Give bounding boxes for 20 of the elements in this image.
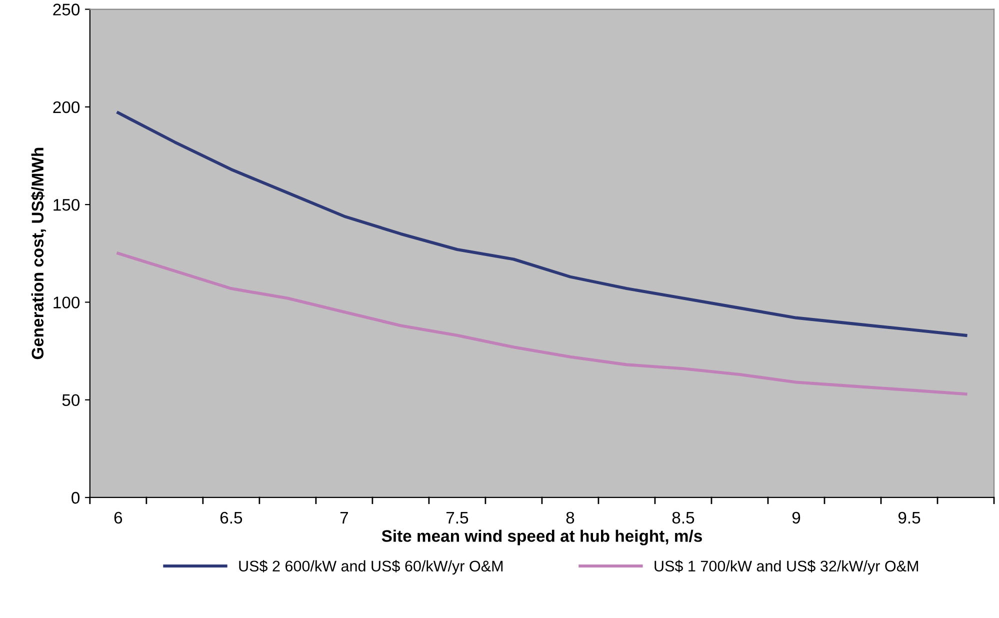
y-tick-label: 0 (72, 492, 80, 504)
x-tick-label: 7.5 (446, 512, 468, 524)
y-tick-label: 50 (62, 394, 80, 406)
x-tick-label: 6 (114, 512, 122, 524)
y-tick-label: 100 (54, 296, 80, 308)
line-series (116, 111, 968, 337)
x-tick-label: 7 (340, 512, 348, 524)
x-axis-title: Site mean wind speed at hub height, m/s (382, 530, 702, 546)
x-tick-label: 6.5 (220, 512, 242, 524)
line-series (116, 252, 968, 396)
y-tick-label: 250 (53, 4, 80, 16)
x-tick-label: 9.5 (898, 512, 920, 524)
legend-label: US$ 2 600/kW and US$ 60/kW/yr O&M (239, 560, 503, 575)
y-tick-label: 150 (54, 198, 80, 211)
x-tick-label: 8 (566, 512, 574, 524)
x-tick-label: 9 (792, 512, 800, 524)
x-tick-label: 8.5 (672, 512, 694, 524)
y-tick-label: 200 (53, 101, 80, 114)
y-axis-title: Generation cost, US$/MWh (31, 148, 46, 360)
legend-label: US$ 1 700/kW and US$ 32/kW/yr O&M (654, 560, 918, 575)
